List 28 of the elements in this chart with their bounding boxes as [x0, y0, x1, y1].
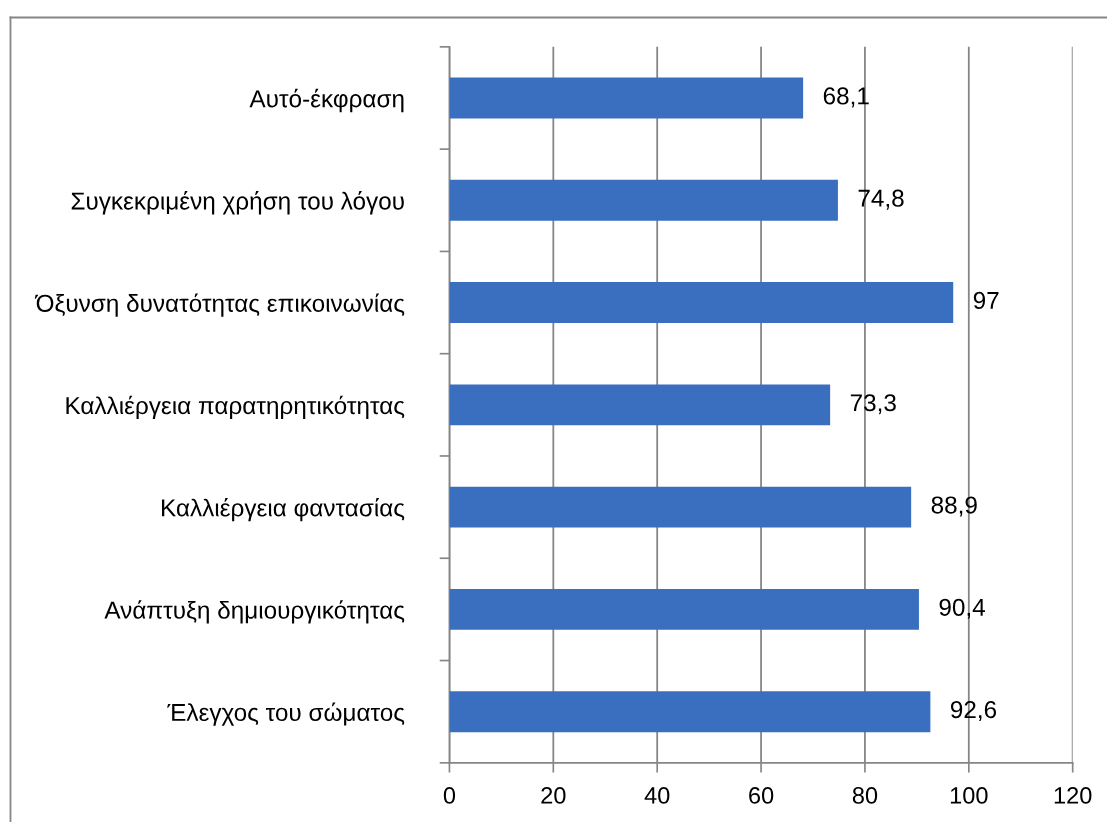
x-tick-label: 0 [443, 787, 456, 804]
data-label: 90,4 [939, 598, 985, 619]
data-label: 74,8 [858, 189, 904, 210]
y-tick-label: Ανάπτυξη δημιουργικότητας [104, 600, 405, 624]
x-tick-label: 20 [541, 787, 566, 804]
x-tick-label: 80 [852, 787, 878, 804]
data-label: 88,9 [931, 496, 977, 517]
y-tick-label: Όξυνση δυνατότητας επικοινωνίας [34, 293, 405, 317]
y-tick-label: Συγκεκριμένη χρήση του λόγου [71, 191, 404, 215]
y-tick-label: Καλλιέργεια φαντασίας [162, 497, 405, 522]
bar [449, 282, 954, 324]
bar [449, 384, 831, 426]
data-label: 97 [973, 291, 999, 310]
bar [449, 179, 838, 221]
data-label: 68,1 [823, 87, 869, 108]
bar [449, 486, 912, 528]
x-tick-label: 40 [644, 787, 670, 804]
y-tick-label: Καλλιέργεια παρατηρητικότητας [66, 395, 405, 420]
data-label: 73,3 [850, 394, 896, 415]
bar [449, 77, 804, 119]
x-tick-label: 100 [950, 787, 988, 804]
y-tick-label: Έλεγχος του σώματος [167, 702, 405, 726]
bar [449, 588, 919, 630]
x-tick-label: 120 [1054, 787, 1092, 804]
bar [449, 691, 931, 733]
data-label: 92,6 [950, 700, 997, 722]
y-tick-label: Αυτό-έκφραση [249, 88, 404, 113]
x-tick-label: 60 [749, 787, 774, 804]
